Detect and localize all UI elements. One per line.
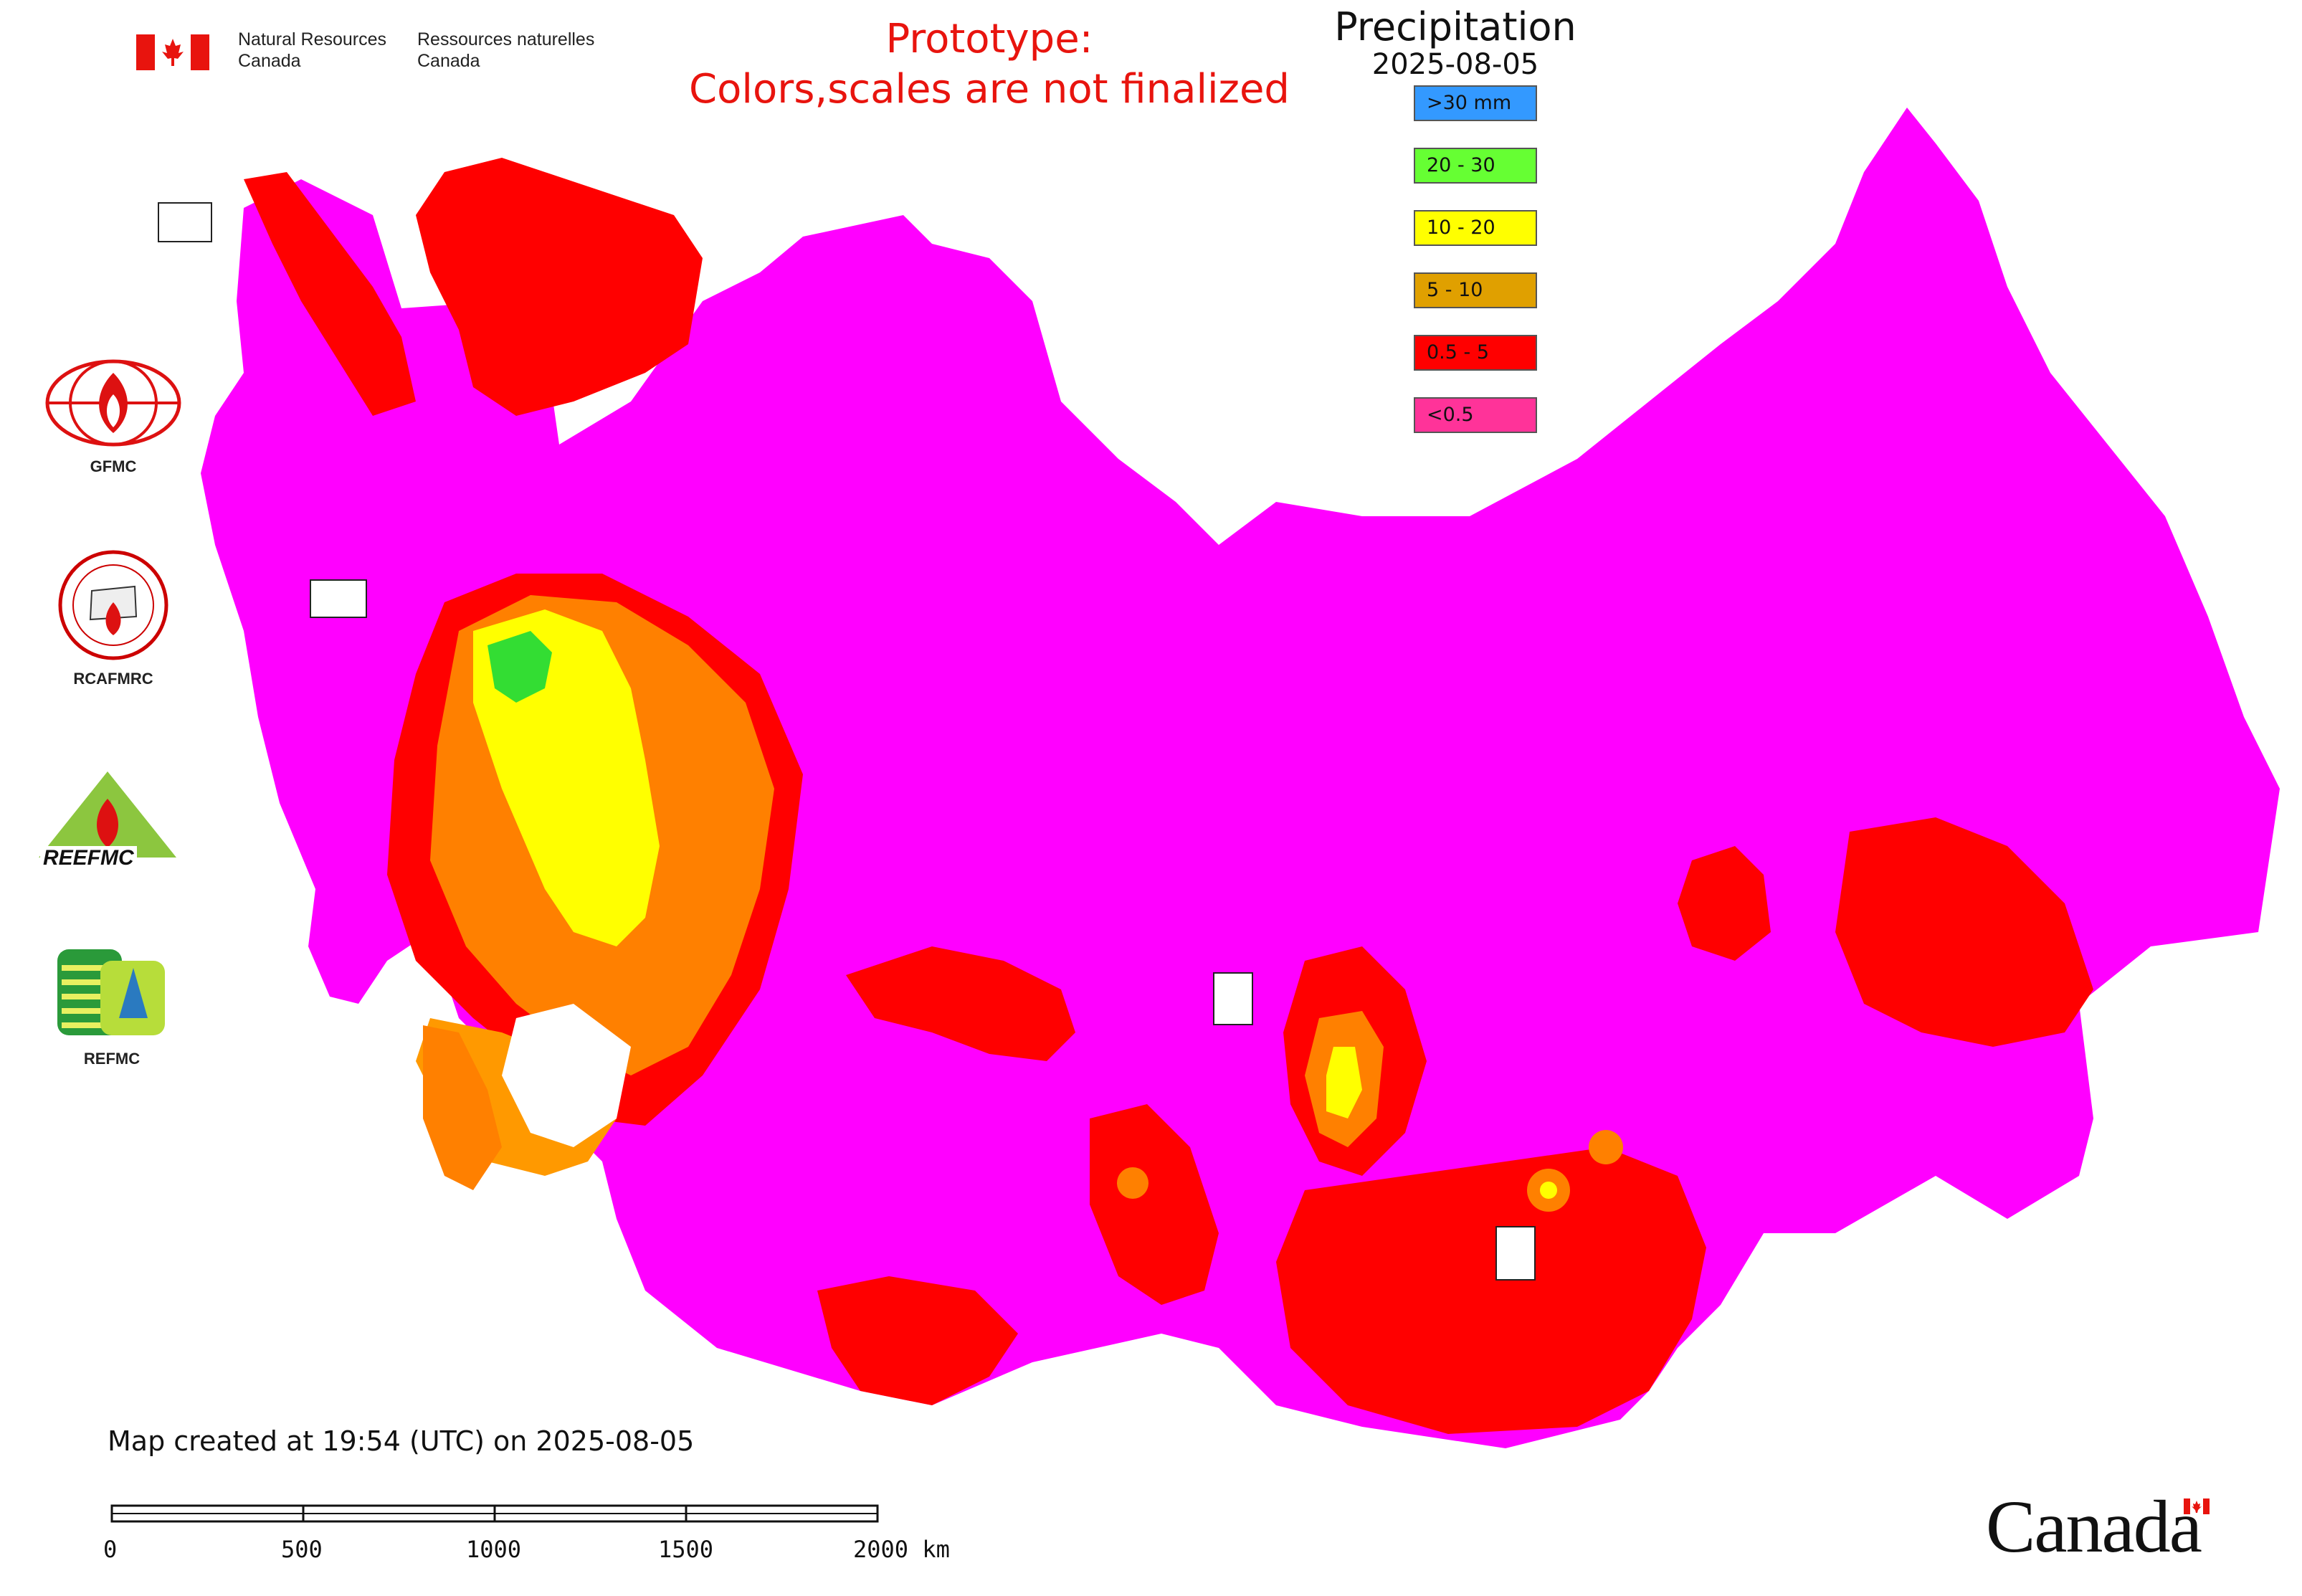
west-green-zone xyxy=(487,631,552,703)
refmc-map-marker-icon xyxy=(1213,972,1253,1025)
scale-label-2000: 2000 km xyxy=(853,1536,950,1563)
legend: Precipitation 2025-08-05 >30 mm 20 - 30 10… xyxy=(1333,4,1635,433)
legend-item-2: 10 - 20 xyxy=(1414,210,1537,246)
canada-wordmark-text: Canada xyxy=(1986,1486,2202,1568)
legend-items: >30 mm 20 - 30 10 - 20 5 - 10 0.5 - 5 <0.5 xyxy=(1414,85,1635,433)
altai-red-zone xyxy=(1090,1104,1219,1305)
mongolia-west-red-zone xyxy=(817,1276,1018,1405)
rcafmrc-caption: RCAFMRC xyxy=(73,670,153,688)
gfmc-flame-globe-icon xyxy=(45,359,181,447)
prototype-warning: Prototype: Colors,scales are not finaliz… xyxy=(645,14,1333,115)
prototype-line1: Prototype: xyxy=(885,16,1093,62)
gfmc-caption: GFMC xyxy=(90,457,137,475)
canada-flag-icon xyxy=(136,34,209,70)
krasnoyarsk-yellow-zone xyxy=(1326,1047,1362,1118)
gfmc-logo: GFMC xyxy=(42,358,185,475)
scale-label-500: 500 xyxy=(281,1536,323,1563)
ministry-name-fr: Ressources naturelles Canada xyxy=(417,29,594,72)
reefmc-wordmark: REEFMC xyxy=(40,846,137,870)
reefmc-map-marker-icon xyxy=(310,579,367,618)
scale-label-0: 0 xyxy=(103,1536,118,1563)
ministry-en-line2: Canada xyxy=(238,51,301,71)
kazakh-border-red xyxy=(846,946,1075,1061)
rcafmrc-map-marker-icon xyxy=(1495,1226,1536,1281)
kazakhstan-white-land xyxy=(502,1004,631,1147)
refmc-logo: REFMC xyxy=(54,946,184,1104)
scale-bar-graphic xyxy=(110,1504,879,1523)
scale-bar: 0 500 1000 1500 2000 km xyxy=(103,1503,968,1574)
baikal-yellow-spot xyxy=(1540,1182,1557,1199)
caspian-orange-zone xyxy=(423,1025,502,1190)
ministry-name-en: Natural Resources Canada xyxy=(238,29,386,72)
gov-canada-signature: Natural Resources Canada Ressources natu… xyxy=(136,29,609,79)
ministry-fr-line1: Ressources naturelles xyxy=(417,29,595,49)
partner-logos: GFMC RCAFMRC REEFMC REFMC xyxy=(29,358,201,1104)
scale-label-1000: 1000 xyxy=(466,1536,522,1563)
reefmc-logo: REEFMC xyxy=(36,767,194,875)
rcafmrc-logo: RCAFMRC xyxy=(56,548,171,691)
south-mongolia-red-zone xyxy=(1276,1147,1706,1434)
legend-date: 2025-08-05 xyxy=(1371,48,1539,81)
canada-wordmark: Canada xyxy=(1986,1484,2287,1570)
gfmc-map-marker-icon xyxy=(158,202,212,242)
northwest-red-strip xyxy=(244,172,416,416)
legend-item-0: >30 mm xyxy=(1414,85,1537,121)
legend-item-4: 0.5 - 5 xyxy=(1414,335,1537,371)
scale-label-1500: 1500 xyxy=(658,1536,714,1563)
rcafmrc-seal-icon xyxy=(58,550,168,660)
ministry-fr-line2: Canada xyxy=(417,51,480,71)
altai-orange-spot xyxy=(1117,1167,1148,1199)
far-east-red-zone xyxy=(1835,817,2093,1047)
refmc-caption: REFMC xyxy=(83,1050,141,1068)
legend-title: Precipitation xyxy=(1334,4,1576,49)
legend-item-3: 5 - 10 xyxy=(1414,272,1537,308)
canada-wordmark-flag-icon xyxy=(2184,1498,2210,1514)
north-red-zone xyxy=(416,158,703,416)
legend-item-5: <0.5 xyxy=(1414,397,1537,433)
reefmc-triangle-icon xyxy=(39,771,176,858)
east-orange-spot xyxy=(1589,1130,1623,1164)
ministry-en-line1: Natural Resources xyxy=(238,29,387,49)
refmc-sigma-icon xyxy=(57,949,165,1035)
landmass-base xyxy=(201,108,2280,1448)
prototype-line2: Colors,scales are not finalized xyxy=(689,66,1290,113)
yakutia-red-zone xyxy=(1678,846,1771,961)
legend-item-1: 20 - 30 xyxy=(1414,148,1537,184)
map-created-note: Map created at 19:54 (UTC) on 2025-08-05 xyxy=(108,1425,695,1457)
